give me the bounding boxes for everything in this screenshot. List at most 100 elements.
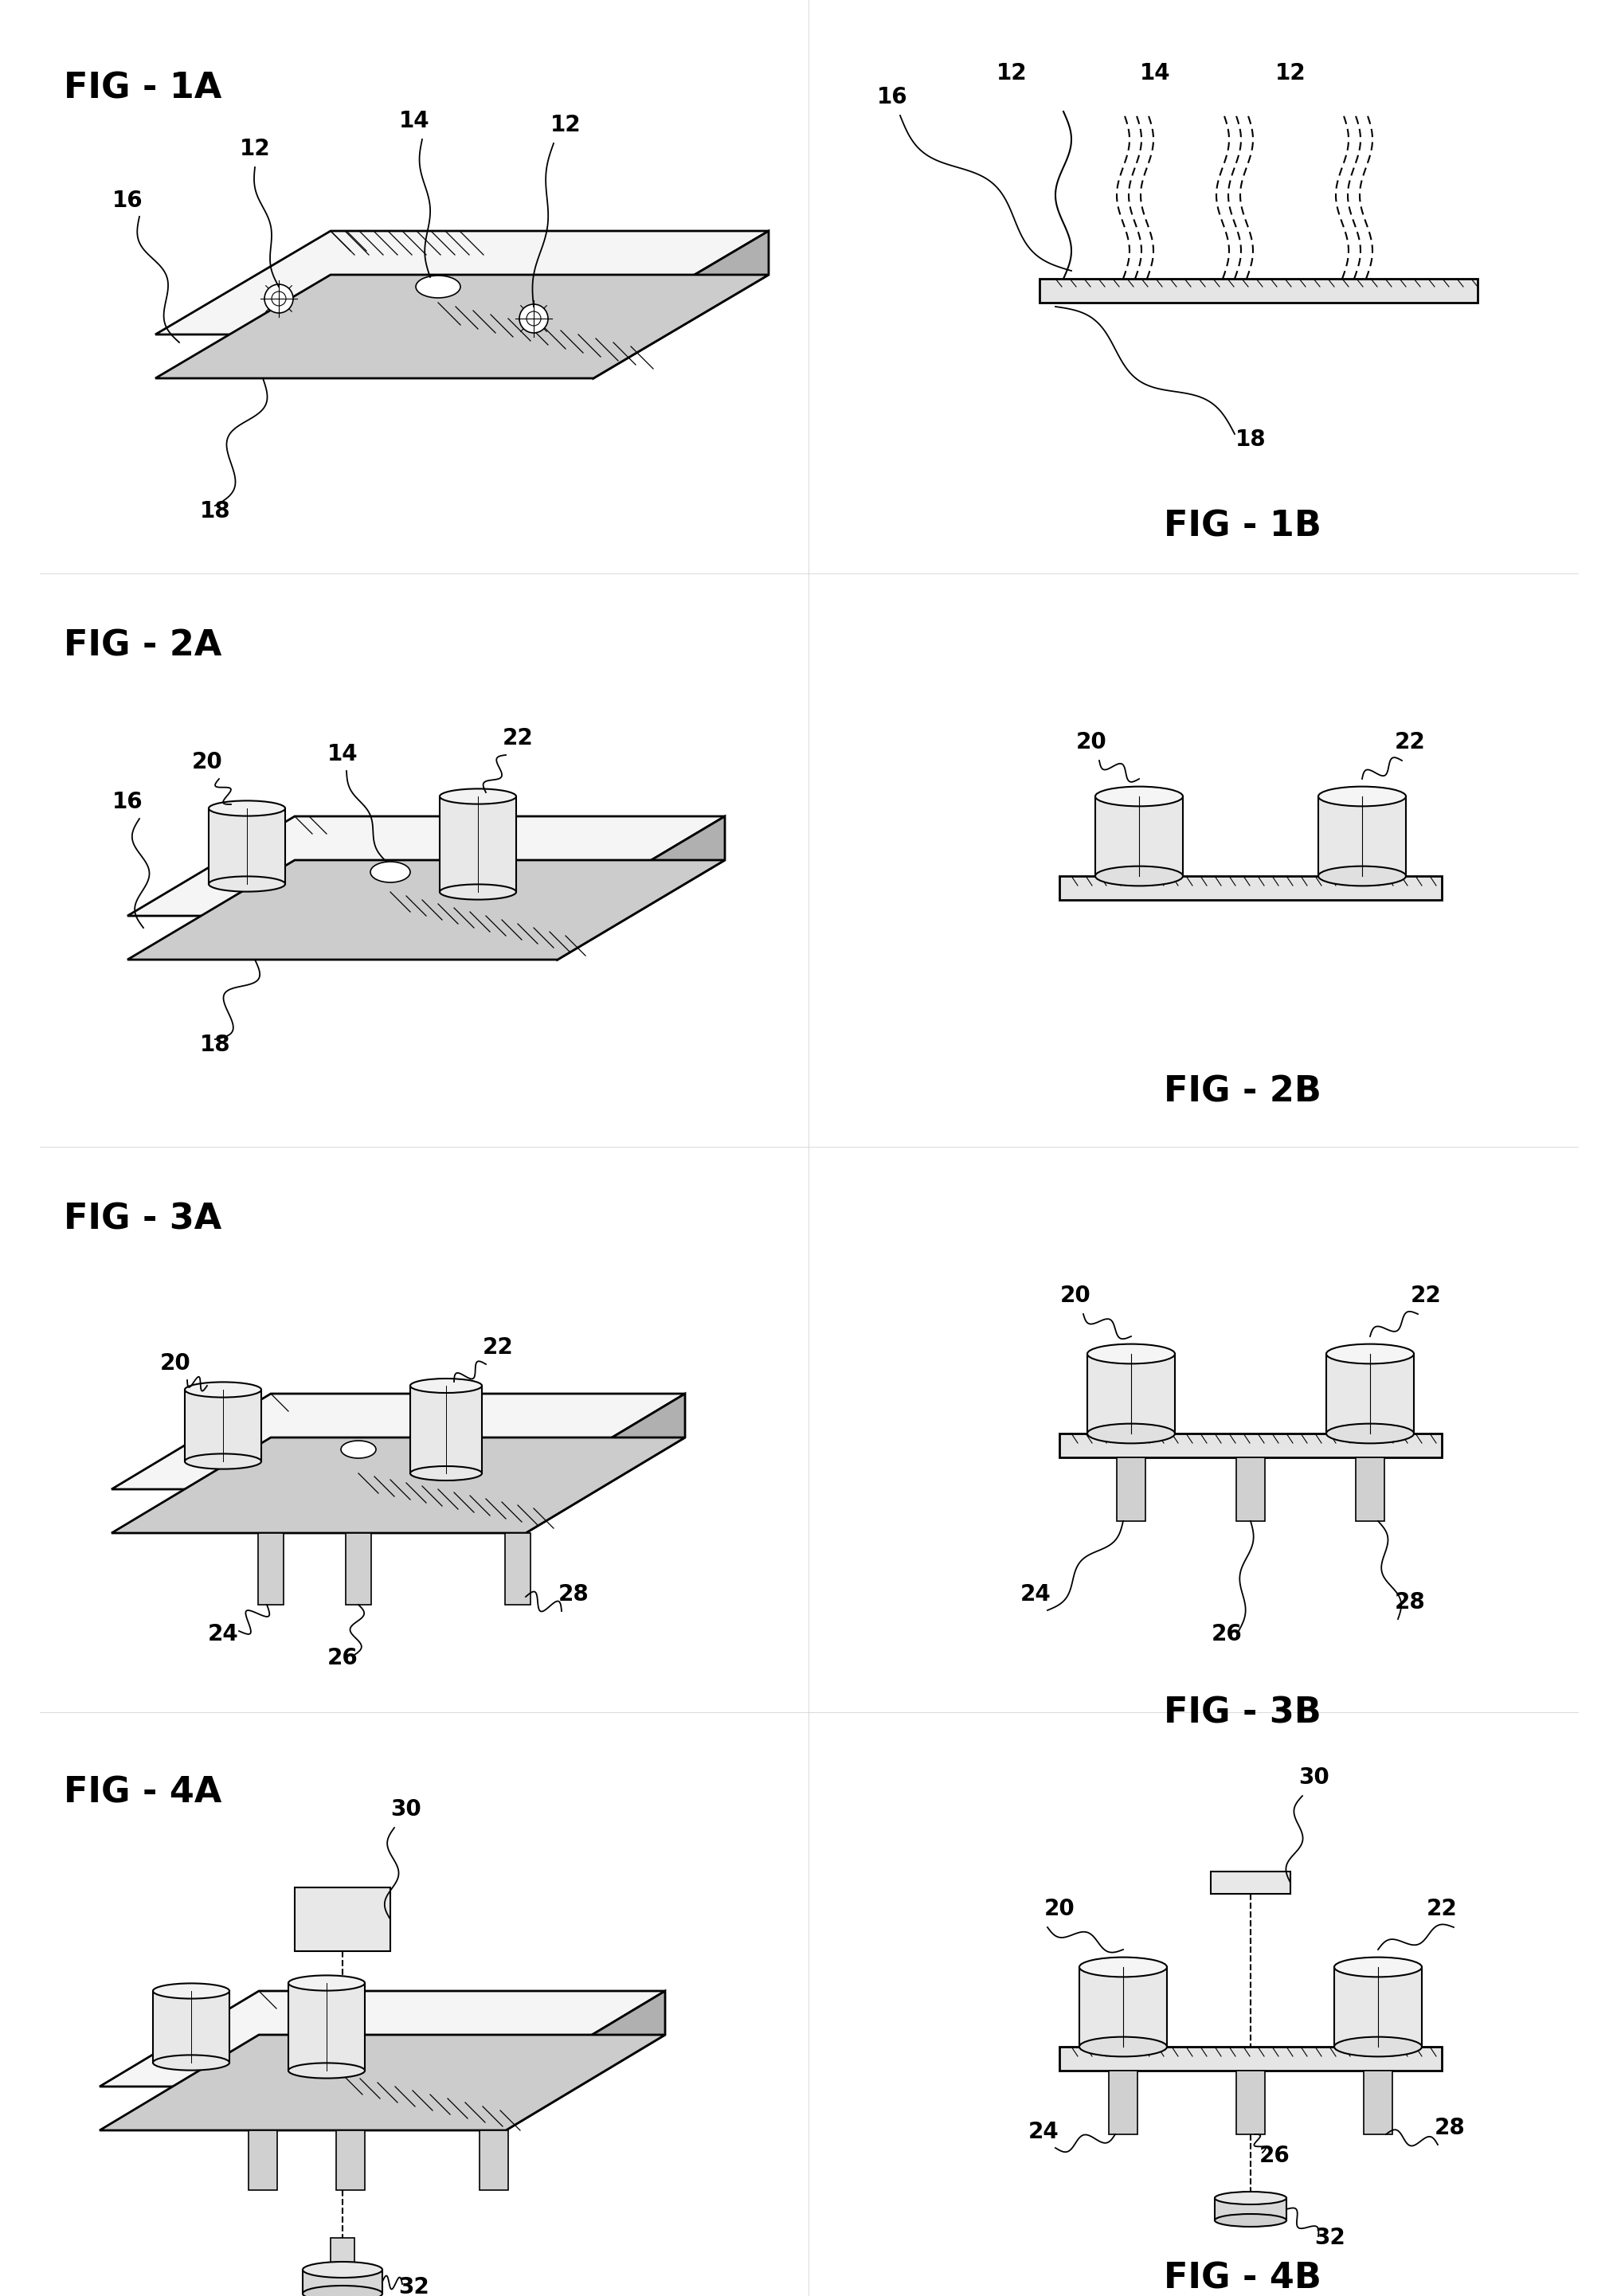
Polygon shape — [1059, 877, 1441, 900]
Ellipse shape — [1214, 2193, 1286, 2204]
Text: FIG - 4A: FIG - 4A — [63, 1775, 222, 1809]
Polygon shape — [249, 2131, 277, 2190]
Ellipse shape — [1087, 1343, 1174, 1364]
Circle shape — [264, 285, 293, 312]
Text: FIG - 1B: FIG - 1B — [1163, 510, 1321, 544]
Ellipse shape — [184, 1453, 260, 1469]
Ellipse shape — [184, 1382, 260, 1398]
Ellipse shape — [440, 884, 516, 900]
Polygon shape — [100, 1991, 665, 2087]
Polygon shape — [505, 1534, 530, 1605]
Polygon shape — [1334, 1968, 1421, 2046]
Ellipse shape — [1079, 1956, 1166, 1977]
Text: 20: 20 — [1059, 1283, 1090, 1306]
Ellipse shape — [154, 2055, 230, 2071]
Polygon shape — [294, 1887, 390, 1952]
Text: 18: 18 — [199, 501, 230, 523]
Text: 24: 24 — [207, 1623, 238, 1646]
Polygon shape — [1214, 2197, 1286, 2220]
Text: 32: 32 — [1315, 2227, 1345, 2250]
Polygon shape — [1235, 2071, 1264, 2135]
Polygon shape — [1326, 1355, 1413, 1433]
Polygon shape — [1095, 797, 1182, 877]
Polygon shape — [155, 232, 768, 335]
Text: 32: 32 — [398, 2275, 430, 2296]
Ellipse shape — [288, 1975, 365, 1991]
Text: 18: 18 — [199, 1033, 230, 1056]
Ellipse shape — [341, 1440, 375, 1458]
Polygon shape — [100, 2034, 665, 2131]
Ellipse shape — [209, 877, 285, 891]
Ellipse shape — [288, 2064, 365, 2078]
Polygon shape — [1355, 1458, 1384, 1522]
Polygon shape — [184, 1389, 260, 1460]
Polygon shape — [259, 1534, 283, 1605]
Text: 26: 26 — [1258, 2144, 1289, 2167]
Text: FIG - 3A: FIG - 3A — [63, 1203, 222, 1238]
Polygon shape — [1108, 2071, 1137, 2135]
Ellipse shape — [411, 1378, 482, 1394]
Polygon shape — [506, 1991, 665, 2131]
Ellipse shape — [416, 276, 461, 298]
Ellipse shape — [370, 861, 411, 882]
Ellipse shape — [1087, 1424, 1174, 1444]
Polygon shape — [479, 2131, 508, 2190]
Text: 14: 14 — [1138, 62, 1169, 85]
Polygon shape — [1059, 1433, 1441, 1458]
Polygon shape — [336, 2131, 365, 2190]
Text: 20: 20 — [160, 1352, 191, 1375]
Ellipse shape — [302, 2262, 382, 2278]
Text: FIG - 4B: FIG - 4B — [1163, 2262, 1321, 2296]
Text: 12: 12 — [550, 115, 581, 135]
Text: 22: 22 — [1394, 730, 1425, 753]
Polygon shape — [288, 1984, 365, 2071]
Ellipse shape — [1334, 1956, 1421, 1977]
Ellipse shape — [1095, 866, 1182, 886]
Text: 22: 22 — [482, 1336, 513, 1359]
Ellipse shape — [325, 2041, 361, 2060]
Polygon shape — [128, 817, 724, 916]
Text: 30: 30 — [391, 1798, 422, 1821]
Polygon shape — [1059, 2046, 1441, 2071]
Polygon shape — [558, 817, 724, 960]
Text: 26: 26 — [1211, 1623, 1242, 1646]
Text: 12: 12 — [996, 62, 1027, 85]
Ellipse shape — [440, 790, 516, 804]
Polygon shape — [128, 861, 724, 960]
Polygon shape — [440, 797, 516, 891]
Ellipse shape — [1318, 866, 1405, 886]
Text: 20: 20 — [1075, 730, 1106, 753]
Polygon shape — [1087, 1355, 1174, 1433]
Text: 22: 22 — [1410, 1283, 1441, 1306]
Ellipse shape — [1334, 2037, 1421, 2057]
Ellipse shape — [1326, 1424, 1413, 1444]
Ellipse shape — [302, 2285, 382, 2296]
Polygon shape — [155, 276, 768, 379]
Polygon shape — [1235, 1458, 1264, 1522]
Ellipse shape — [1095, 788, 1182, 806]
Text: 16: 16 — [876, 85, 907, 108]
Polygon shape — [1210, 1871, 1290, 1894]
Polygon shape — [1363, 2071, 1392, 2135]
Text: 26: 26 — [327, 1646, 357, 1669]
Text: 20: 20 — [1043, 1899, 1074, 1919]
Polygon shape — [411, 1387, 482, 1474]
Text: 28: 28 — [558, 1584, 589, 1605]
Text: 14: 14 — [399, 110, 430, 133]
Polygon shape — [1079, 1968, 1166, 2046]
Text: 12: 12 — [239, 138, 270, 161]
Ellipse shape — [154, 1984, 230, 1998]
Polygon shape — [330, 2239, 354, 2271]
Text: 22: 22 — [1426, 1899, 1457, 1919]
Text: 16: 16 — [112, 790, 142, 813]
Text: 30: 30 — [1298, 1766, 1329, 1789]
Ellipse shape — [209, 801, 285, 815]
Text: 28: 28 — [1394, 1591, 1425, 1614]
Polygon shape — [112, 1394, 684, 1490]
Text: 18: 18 — [1235, 429, 1266, 450]
Text: FIG - 3B: FIG - 3B — [1163, 1697, 1321, 1731]
Text: 24: 24 — [1020, 1584, 1051, 1605]
Ellipse shape — [1214, 2213, 1286, 2227]
Text: 12: 12 — [1274, 62, 1305, 85]
Polygon shape — [302, 2271, 382, 2294]
